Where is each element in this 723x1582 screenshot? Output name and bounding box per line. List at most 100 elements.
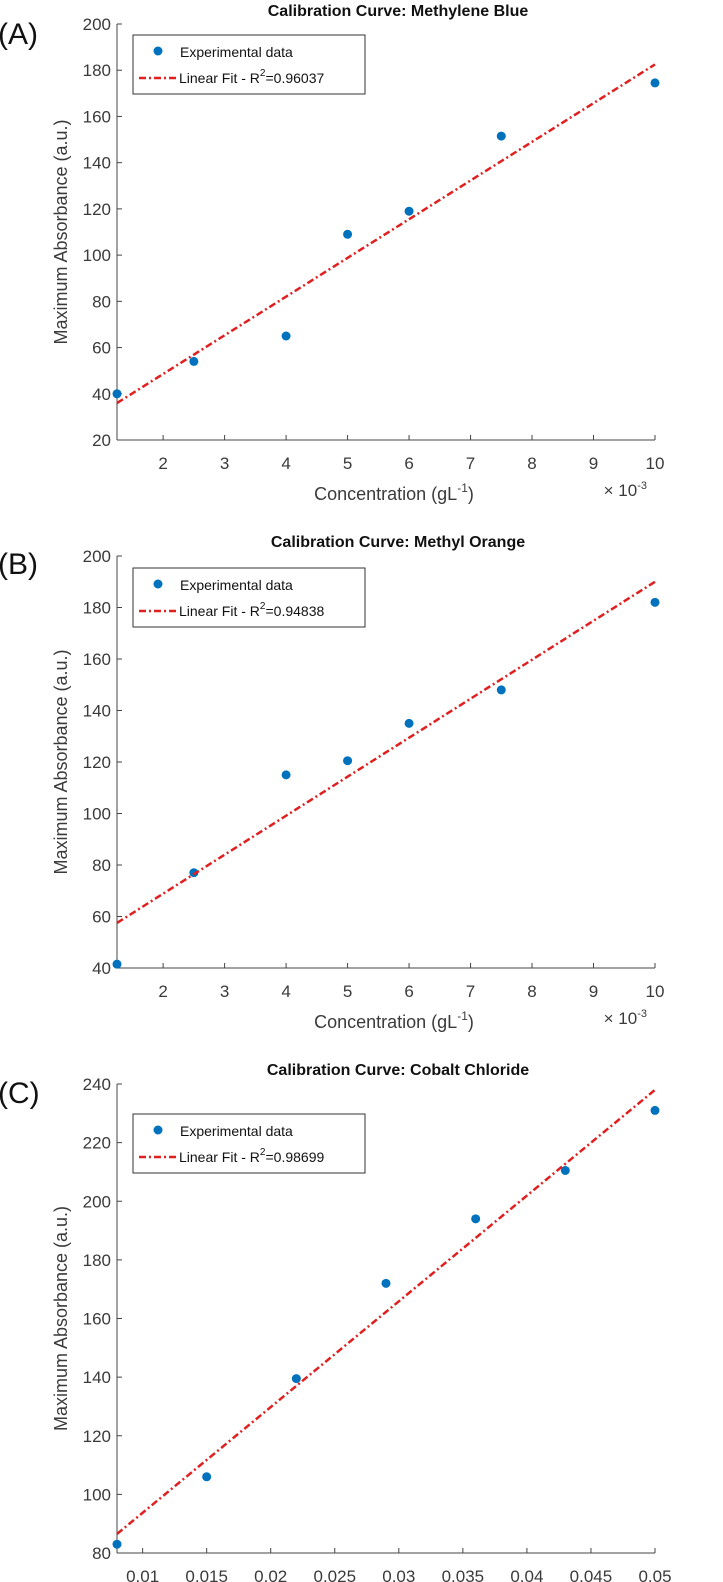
y-tick-label: 40 <box>92 385 111 404</box>
y-axis-label: Maximum Absorbance (a.u.) <box>51 1206 71 1431</box>
x-multiplier-base: × 10 <box>604 481 638 500</box>
y-tick-label: 100 <box>83 805 111 824</box>
chart-title: Calibration Curve: Cobalt Chloride <box>267 1062 529 1079</box>
legend-fit-text: Linear Fit - R <box>179 603 260 619</box>
x-tick-label: 7 <box>466 454 475 473</box>
legend: Experimental data Linear Fit - R2=0.94838 <box>132 567 366 628</box>
x-tick-label: 5 <box>343 454 352 473</box>
x-axis-label-end: ) <box>468 1012 474 1032</box>
data-point <box>281 770 291 780</box>
legend-fit-value: =0.96037 <box>265 70 324 86</box>
y-tick-label: 120 <box>83 753 111 772</box>
data-point <box>560 1165 570 1175</box>
panel-label: (A) <box>0 18 38 51</box>
data-point <box>404 718 414 728</box>
data-point <box>281 331 291 341</box>
x-tick-label: 9 <box>589 982 598 1001</box>
x-tick-label: 2 <box>158 982 167 1001</box>
x-tick-label: 0.05 <box>638 1567 671 1582</box>
x-tick-label: 10 <box>646 982 665 1001</box>
y-axis-label: Maximum Absorbance (a.u.) <box>51 649 71 874</box>
x-tick-label: 3 <box>220 454 229 473</box>
y-tick-label: 220 <box>83 1134 111 1153</box>
y-tick-label: 100 <box>83 1485 111 1504</box>
legend-marker-points <box>153 1125 163 1135</box>
legend: Experimental data Linear Fit - R2=0.98699 <box>132 1113 366 1174</box>
legend-fit-text: Linear Fit - R <box>179 1149 260 1165</box>
x-axis-multiplier: × 10-3 <box>604 1008 647 1028</box>
legend-fit-value: =0.94838 <box>265 603 324 619</box>
x-axis-label-text: Concentration (gL <box>314 1012 457 1032</box>
data-point <box>112 1539 122 1549</box>
y-tick-label: 140 <box>83 702 111 721</box>
y-axis-label: Maximum Absorbance (a.u.) <box>51 119 71 344</box>
y-tick-label: 60 <box>92 908 111 927</box>
x-tick-label: 6 <box>404 982 413 1001</box>
data-point <box>291 1374 301 1384</box>
legend-fit-superscript: 2 <box>260 601 266 612</box>
x-axis-label-text: Concentration (gL <box>314 484 457 504</box>
legend-box <box>132 1113 366 1174</box>
data-point <box>404 206 414 216</box>
x-tick-label: 0.01 <box>126 1567 159 1582</box>
x-tick-label: 10 <box>646 454 665 473</box>
x-multiplier-exponent: -3 <box>637 480 647 492</box>
x-tick-label: 0.045 <box>570 1567 613 1582</box>
x-tick-label: 0.02 <box>254 1567 287 1582</box>
y-tick-label: 120 <box>83 1427 111 1446</box>
chart-panel-b: (B) Calibration Curve: Methyl Orange 40 60 8… <box>0 534 664 1032</box>
legend-label-experimental: Experimental data <box>180 577 293 593</box>
data-point <box>381 1278 391 1288</box>
x-tick-label: 9 <box>589 454 598 473</box>
x-tick-label: 6 <box>404 454 413 473</box>
legend-label-fit: Linear Fit - R2=0.98699 <box>179 1147 324 1165</box>
legend-marker-points <box>153 579 163 589</box>
x-axis-multiplier: × 10-3 <box>604 480 647 500</box>
y-tick-label: 200 <box>83 1192 111 1211</box>
y-tick-label: 140 <box>83 154 111 173</box>
x-tick-label: 3 <box>220 982 229 1001</box>
y-tick-label: 160 <box>83 650 111 669</box>
x-tick-label: 0.035 <box>442 1567 485 1582</box>
x-axis-label-superscript: -1 <box>457 1009 468 1023</box>
legend-fit-superscript: 2 <box>260 68 266 79</box>
x-tick-label: 0.025 <box>313 1567 356 1582</box>
legend-label-experimental: Experimental data <box>180 44 293 60</box>
x-tick-label: 0.04 <box>510 1567 543 1582</box>
y-tick-label: 240 <box>83 1075 111 1094</box>
y-tick-label: 80 <box>92 292 111 311</box>
panel-label: (C) <box>0 1077 40 1110</box>
data-point <box>650 597 660 607</box>
panel-label: (B) <box>0 548 38 581</box>
linear-fit-line <box>116 1088 656 1535</box>
chart-panel-a: (A) Calibration Curve: Methylene Blue 20 40… <box>0 3 664 504</box>
chart-title: Calibration Curve: Methylene Blue <box>268 3 529 20</box>
x-multiplier-exponent: -3 <box>637 1008 647 1020</box>
data-point <box>112 389 122 399</box>
x-axis-label: Concentration (gL-1) <box>314 1009 474 1032</box>
x-tick-label: 8 <box>527 982 536 1001</box>
data-point <box>496 685 506 695</box>
legend: Experimental data Linear Fit - R2=0.96037 <box>132 34 366 95</box>
x-tick-label: 4 <box>281 454 290 473</box>
y-tick-label: 100 <box>83 246 111 265</box>
y-tick-label: 120 <box>83 200 111 219</box>
y-tick-label: 160 <box>83 1310 111 1329</box>
y-tick-label: 60 <box>92 339 111 358</box>
data-point <box>343 229 353 239</box>
x-tick-label: 4 <box>281 982 290 1001</box>
data-point <box>112 959 122 969</box>
legend-fit-value: =0.98699 <box>265 1149 324 1165</box>
linear-fit-line <box>116 63 656 405</box>
x-axis-label-end: ) <box>468 484 474 504</box>
linear-fit-line <box>116 580 656 924</box>
y-tick-label: 200 <box>83 547 111 566</box>
y-tick-label: 160 <box>83 107 111 126</box>
data-point <box>650 78 660 88</box>
legend-label-fit: Linear Fit - R2=0.96037 <box>179 68 324 86</box>
x-tick-label: 2 <box>158 454 167 473</box>
y-tick-label: 40 <box>92 959 111 978</box>
x-tick-label: 7 <box>466 982 475 1001</box>
x-tick-label: 5 <box>343 982 352 1001</box>
